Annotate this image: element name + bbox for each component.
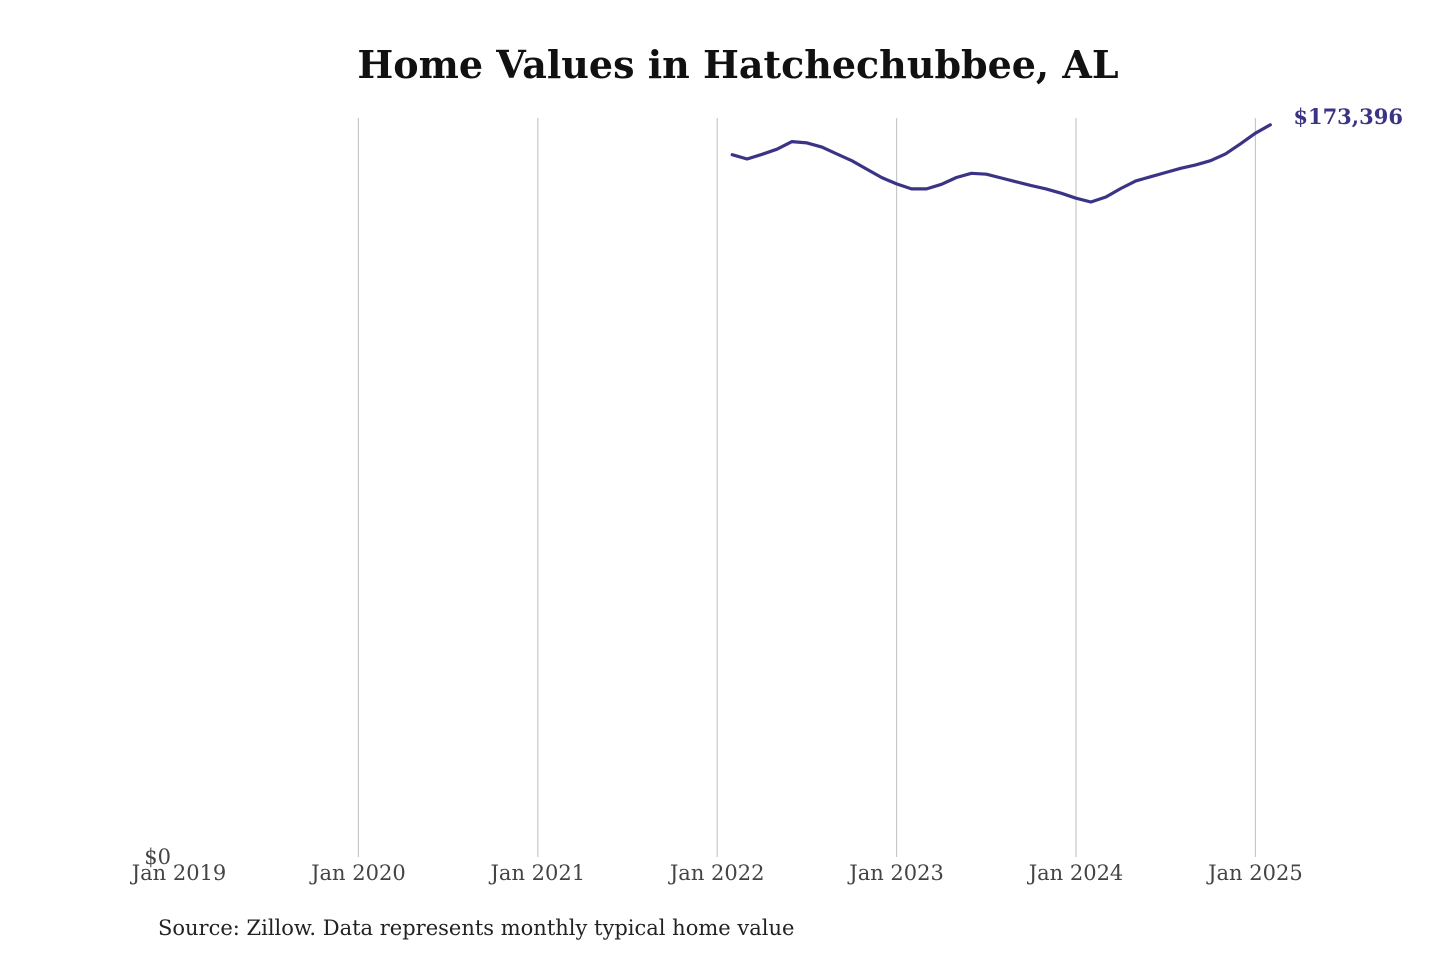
y-tick-label: $0 <box>144 845 171 869</box>
series-layer: $173,396 <box>730 104 1403 204</box>
series-line <box>730 123 1272 204</box>
x-tick-label: Jan 2019 <box>130 861 227 885</box>
source-note: Source: Zillow. Data represents monthly … <box>158 916 795 940</box>
x-tick-label: Jan 2020 <box>309 861 406 885</box>
grid-lines <box>357 118 1257 857</box>
y-axis-ticks: $0 <box>144 845 171 869</box>
end-value-label: $173,396 <box>1293 104 1403 129</box>
chart-title: Home Values in Hatchechubbee, AL <box>357 42 1119 87</box>
x-tick-label: Jan 2024 <box>1027 861 1124 885</box>
x-tick-label: Jan 2022 <box>668 861 765 885</box>
x-axis-ticks: Jan 2019 Jan 2020 Jan 2021 Jan 2022 Jan 2023… <box>130 861 1303 885</box>
x-tick-label: Jan 2021 <box>489 861 586 885</box>
x-tick-label: Jan 2023 <box>847 861 944 885</box>
x-tick-label: Jan 2025 <box>1206 861 1303 885</box>
